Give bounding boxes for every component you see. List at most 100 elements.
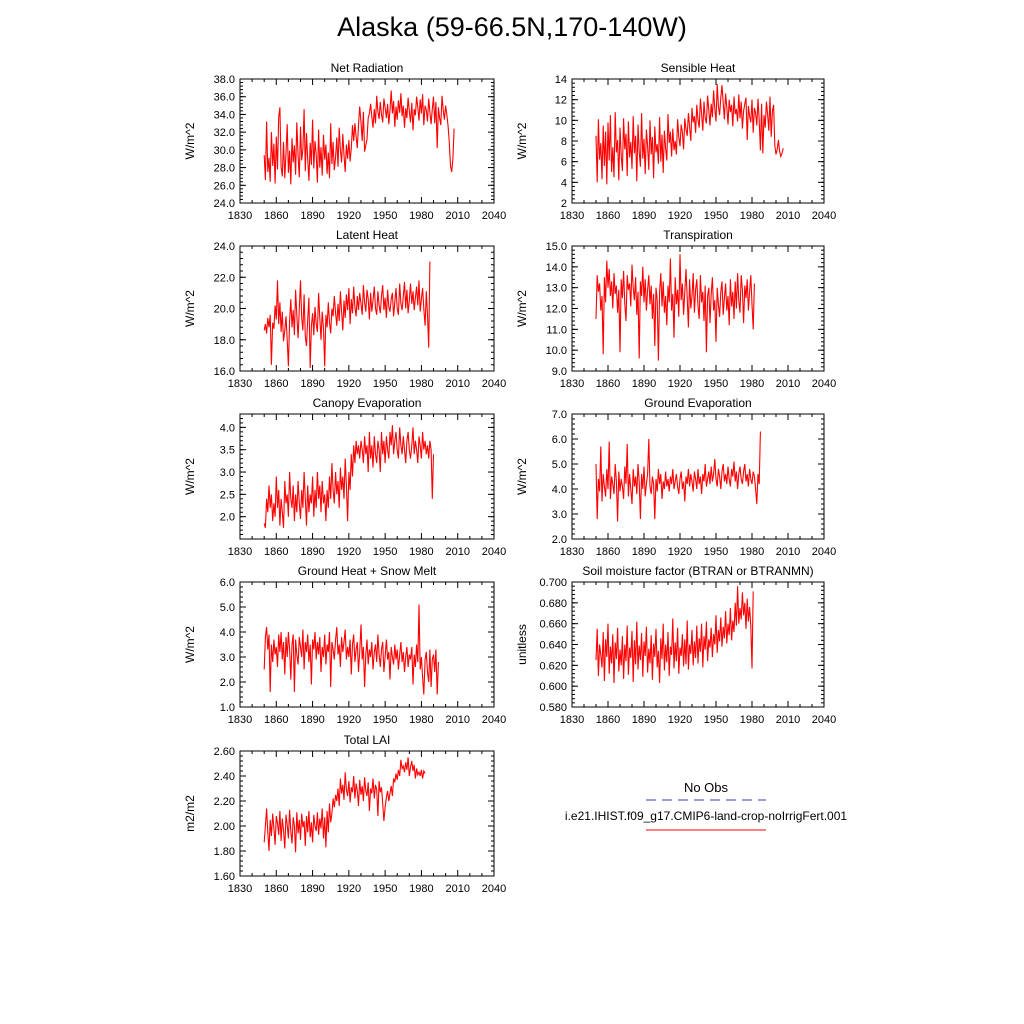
y-tick-label: 11.0	[546, 324, 567, 336]
x-tick-label: 1950	[373, 378, 397, 390]
series-line	[263, 425, 435, 528]
x-tick-label: 1860	[264, 714, 288, 726]
y-tick-label: 2.0	[220, 512, 235, 524]
y-tick-label: 8	[561, 136, 567, 148]
panel-title: Ground Evaporation	[644, 396, 751, 410]
x-tick-label: 1830	[228, 883, 252, 895]
y-tick-label: 15.0	[546, 241, 567, 253]
y-tick-label: 2.5	[220, 489, 235, 501]
series-line	[263, 90, 455, 185]
x-tick-label: 2040	[482, 883, 506, 895]
x-tick-label: 1860	[264, 210, 288, 222]
y-tick-label: 28.0	[214, 163, 235, 175]
x-tick-label: 1980	[409, 378, 433, 390]
x-tick-label: 1980	[409, 546, 433, 558]
plot-frame	[239, 581, 495, 708]
x-tick-label: 1920	[337, 210, 361, 222]
x-tick-label: 2040	[812, 378, 836, 390]
series-line	[595, 586, 754, 684]
plot-frame	[239, 413, 495, 540]
x-tick-label: 1980	[740, 714, 764, 726]
y-tick-label: 18.0	[214, 335, 235, 347]
x-tick-label: 1980	[740, 210, 764, 222]
panel-latent-heat: Latent Heat W/m^2 1830 1860 1890 1920 1950 1980…	[183, 228, 506, 390]
x-tick-label: 1860	[596, 546, 620, 558]
panel-sensible-heat: Sensible Heat W/m^2 1830 1860 1890 1920 1950 19…	[515, 61, 836, 222]
series-line	[263, 604, 439, 695]
y-axis-label: W/m^2	[183, 626, 197, 663]
x-tick-label: 2040	[482, 210, 506, 222]
x-tick-label: 1950	[704, 546, 728, 558]
y-tick-label: 1.80	[214, 846, 235, 858]
x-tick-label: 1890	[632, 210, 656, 222]
y-tick-label: 16.0	[214, 366, 235, 378]
x-tick-label: 1890	[300, 378, 324, 390]
y-tick-label: 7.0	[552, 409, 567, 421]
y-tick-label: 14.0	[546, 262, 567, 274]
panel-soil-moisture-factor-btran-or-btranmn: Soil moisture factor (BTRAN or BTRANMN) u…	[515, 564, 836, 726]
y-tick-label: 24.0	[214, 241, 235, 253]
x-tick-label: 2040	[482, 546, 506, 558]
x-tick-label: 1860	[264, 883, 288, 895]
y-axis-label: m2/m2	[183, 795, 197, 832]
plot-frame	[571, 581, 825, 708]
panel-ground-evaporation: Ground Evaporation W/m^2 1830 1860 1890 1920 1…	[515, 396, 836, 558]
panel-title: Ground Heat + Snow Melt	[298, 564, 437, 578]
x-tick-label: 1860	[264, 378, 288, 390]
y-axis-label: W/m^2	[515, 458, 529, 495]
y-tick-label: 10.0	[546, 345, 567, 357]
y-tick-label: 38.0	[214, 74, 235, 86]
y-tick-label: 0.580	[539, 702, 567, 714]
legend-model-label: i.e21.IHIST.f09_g17.CMIP6-land-crop-noIr…	[565, 809, 847, 823]
x-tick-label: 1830	[228, 546, 252, 558]
x-tick-label: 1830	[560, 210, 584, 222]
page-title: Alaska (59-66.5N,170-140W)	[337, 12, 687, 42]
panel-title: Soil moisture factor (BTRAN or BTRANMN)	[582, 564, 813, 578]
series-line	[595, 254, 755, 361]
y-tick-label: 12.0	[546, 304, 567, 316]
y-tick-label: 3.5	[220, 445, 235, 457]
x-tick-label: 2010	[776, 378, 800, 390]
y-axis-label: W/m^2	[183, 290, 197, 327]
y-tick-label: 4	[561, 177, 567, 189]
y-tick-label: 2.40	[214, 771, 235, 783]
y-tick-label: 4.0	[552, 484, 567, 496]
x-tick-label: 1890	[300, 546, 324, 558]
x-tick-label: 1950	[704, 714, 728, 726]
x-tick-label: 2010	[776, 714, 800, 726]
x-tick-label: 2010	[445, 378, 469, 390]
y-tick-label: 20.0	[214, 304, 235, 316]
y-axis-label: W/m^2	[515, 290, 529, 327]
x-tick-label: 1830	[560, 714, 584, 726]
y-tick-label: 0.700	[539, 577, 567, 589]
legend: No Obs i.e21.IHIST.f09_g17.CMIP6-land-cr…	[565, 780, 847, 831]
panel-title: Transpiration	[663, 228, 733, 242]
series-line	[595, 84, 784, 185]
x-tick-label: 1980	[409, 714, 433, 726]
y-tick-label: 0.640	[539, 640, 567, 652]
y-tick-label: 26.0	[214, 180, 235, 192]
x-tick-label: 1890	[632, 546, 656, 558]
x-tick-label: 1830	[228, 714, 252, 726]
x-tick-label: 1920	[337, 883, 361, 895]
x-tick-label: 1950	[704, 210, 728, 222]
y-axis-label: W/m^2	[183, 122, 197, 159]
x-tick-label: 1830	[560, 378, 584, 390]
panel-transpiration: Transpiration W/m^2 1830 1860 1890 1920 1950 19…	[515, 228, 836, 390]
x-tick-label: 2010	[445, 210, 469, 222]
x-tick-label: 2010	[445, 714, 469, 726]
y-tick-label: 2.60	[214, 746, 235, 758]
y-tick-label: 4.0	[220, 627, 235, 639]
y-tick-label: 0.680	[539, 598, 567, 610]
x-tick-label: 1950	[373, 883, 397, 895]
x-tick-label: 1830	[228, 210, 252, 222]
x-tick-label: 1890	[632, 714, 656, 726]
y-tick-label: 5.0	[220, 602, 235, 614]
x-tick-label: 1860	[596, 210, 620, 222]
x-tick-label: 1980	[409, 210, 433, 222]
x-tick-label: 1950	[373, 546, 397, 558]
x-tick-label: 1830	[228, 378, 252, 390]
y-tick-label: 13.0	[546, 283, 567, 295]
y-tick-label: 2.20	[214, 796, 235, 808]
